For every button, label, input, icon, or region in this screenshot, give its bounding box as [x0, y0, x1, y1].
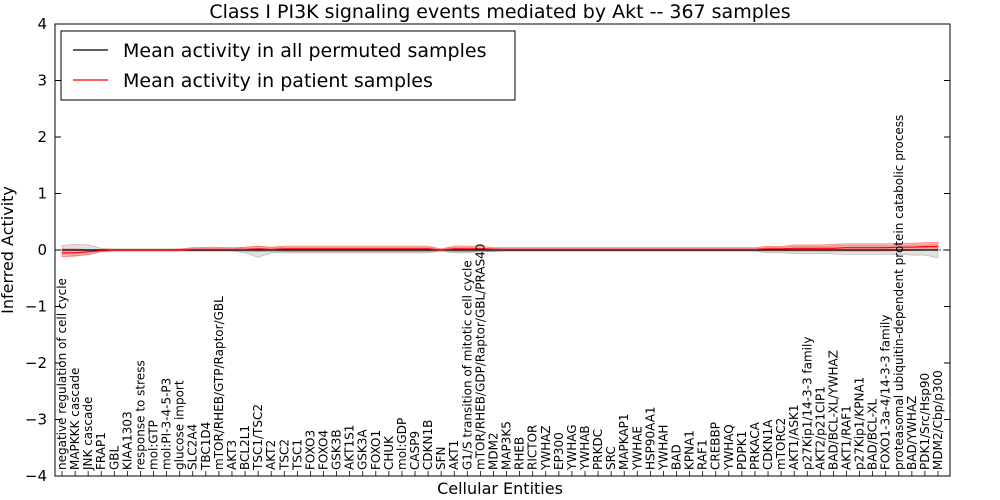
x-tick-label: YWHAH [656, 425, 670, 471]
x-tick-label: SRC [604, 446, 618, 470]
x-tick-label: PRKACA [748, 421, 762, 470]
x-tick-label: SLC2A4 [186, 424, 200, 470]
x-tick-label: G1/S transition of mitotic cell cycle [460, 260, 474, 470]
y-tick-label: −2 [25, 354, 47, 372]
x-tick-label: response to stress [133, 360, 147, 470]
x-tick-label: MAPKKK cascade [68, 368, 82, 470]
x-tick-label: glucose import [173, 380, 187, 470]
x-tick-label: AKT1/RAF1 [840, 405, 854, 470]
x-tick-label: KIAA1303 [120, 411, 134, 470]
x-tick-label: BAD/BCL-XL/YWHAZ [826, 350, 840, 470]
x-tick-label: YWHAE [630, 426, 644, 471]
y-tick-label: 4 [37, 15, 47, 33]
x-tick-label: TSC2 [277, 439, 291, 471]
x-tick-label: KPNA1 [683, 430, 697, 470]
y-tick-label: 0 [37, 241, 47, 259]
x-tick-label: YWHAQ [722, 424, 736, 471]
x-tick-labels: negative regulation of cell cycle MAPKKK … [55, 115, 945, 476]
x-tick-label: FOXO1 [369, 430, 383, 470]
x-tick-label: mTOR/RHEB/GTP/Raptor/GBL [212, 296, 226, 470]
x-tick-label: FOXO1-3a-4/14-3-3 family [879, 315, 893, 471]
x-tick-label: MAP3K5 [500, 421, 514, 470]
lines-layer [62, 246, 938, 254]
x-tick-label: JNK cascade [81, 397, 95, 471]
x-tick-label: TBC1D4 [199, 422, 213, 471]
x-tick-label: MAPKAP1 [617, 413, 631, 470]
series-line-patient [62, 246, 938, 254]
y-tick-label: 2 [37, 128, 47, 146]
plot-frame [54, 23, 951, 477]
x-tick-label: AKT1 [447, 440, 461, 470]
x-tick-label: YWHAB [578, 425, 592, 471]
x-tick-label: BAD/YWHAZ [905, 396, 919, 470]
x-tick-label: SFN [434, 447, 448, 471]
legend-label-permuted: Mean activity in all permuted samples [123, 40, 486, 62]
x-tick-label: RHEB [513, 437, 527, 470]
x-tick-label: PDPK1 [735, 431, 749, 470]
x-tick-label: mol:PI-3-4-5-P3 [160, 378, 174, 470]
x-tick-label: mTOR/RHEB/GDP/Raptor/GBL/PRAS40 [473, 244, 487, 470]
x-tick-label: PDK1/Src/Hsp90 [918, 373, 932, 470]
chart-title: Class I PI3K signaling events mediated b… [209, 1, 790, 23]
x-tick-label: MDM2 [487, 432, 501, 470]
x-tick-label: CHUK [382, 435, 396, 470]
x-tick-label: CDKN1A [761, 419, 775, 470]
x-tick-label: PRKDC [591, 429, 605, 470]
x-tick-label: FRAP1 [94, 432, 108, 470]
x-tick-label: TSC1/TSC2 [251, 404, 265, 471]
x-tick-label: proteasomal ubiquitin-dependent protein … [892, 115, 906, 470]
y-tick-label: 3 [37, 72, 47, 90]
x-tick-label: YWHAG [565, 424, 579, 471]
x-tick-label: AKT1/ASK1 [787, 405, 801, 470]
x-tick-label: GBL [107, 445, 121, 470]
x-tick-label: GSK3B [330, 429, 344, 470]
x-tick-label: HSP90AA1 [643, 406, 657, 470]
x-tick-label: RICTOR [526, 425, 540, 470]
x-tick-label: EP300 [552, 432, 566, 470]
x-tick-label: CDKN1B [421, 420, 435, 470]
x-axis-label: Cellular Entities [437, 479, 563, 498]
x-tick-label: negative regulation of cell cycle [55, 278, 69, 470]
x-tick-label: BCL2L1 [238, 425, 252, 470]
x-tick-label: mol:GTP [147, 420, 161, 470]
y-ticks: 4 3 2 1 0 −1 −2 −3 −4 [25, 15, 950, 485]
x-tick-label: AKT1S1 [343, 425, 357, 470]
x-tick-label: p27Kip1/KPNA1 [853, 377, 867, 470]
x-tick-label: AKT3 [225, 440, 239, 470]
x-tick-label: BAD [670, 444, 684, 470]
x-tick-label: AKT2 [264, 440, 278, 470]
x-tick-label: CREBBP [709, 422, 723, 470]
y-tick-label: −1 [25, 298, 47, 316]
x-tick-label: p27Kip1/14-3-3 family [800, 337, 814, 470]
x-tick-label: GSK3A [356, 429, 370, 470]
x-tick-label: MDM2/Cbp/p300 [931, 370, 945, 470]
x-tick-label: mol:GDP [395, 418, 409, 470]
x-tick-label: CASP9 [408, 431, 422, 470]
y-axis-label: Inferred Activity [0, 186, 17, 314]
x-tick-label: YWHAZ [539, 425, 553, 471]
x-tick-label: AKT2/p21CIP1 [813, 386, 827, 470]
legend-box [60, 30, 516, 101]
legend-label-patient: Mean activity in patient samples [123, 70, 433, 92]
x-tick-label: BAD/BCL-XL [866, 398, 880, 470]
y-tick-label: −4 [25, 467, 47, 485]
y-tick-label: 1 [37, 185, 47, 203]
x-tick-label: mTORC2 [774, 418, 788, 470]
x-tick-label: FOXO3 [303, 430, 317, 470]
y-tick-label: −3 [25, 411, 47, 429]
legend: Mean activity in all permuted samples Me… [60, 30, 516, 101]
x-tick-label: RAF1 [696, 439, 710, 470]
x-tick-label: FOXO4 [317, 430, 331, 470]
x-tick-label: TSC1 [290, 439, 304, 471]
